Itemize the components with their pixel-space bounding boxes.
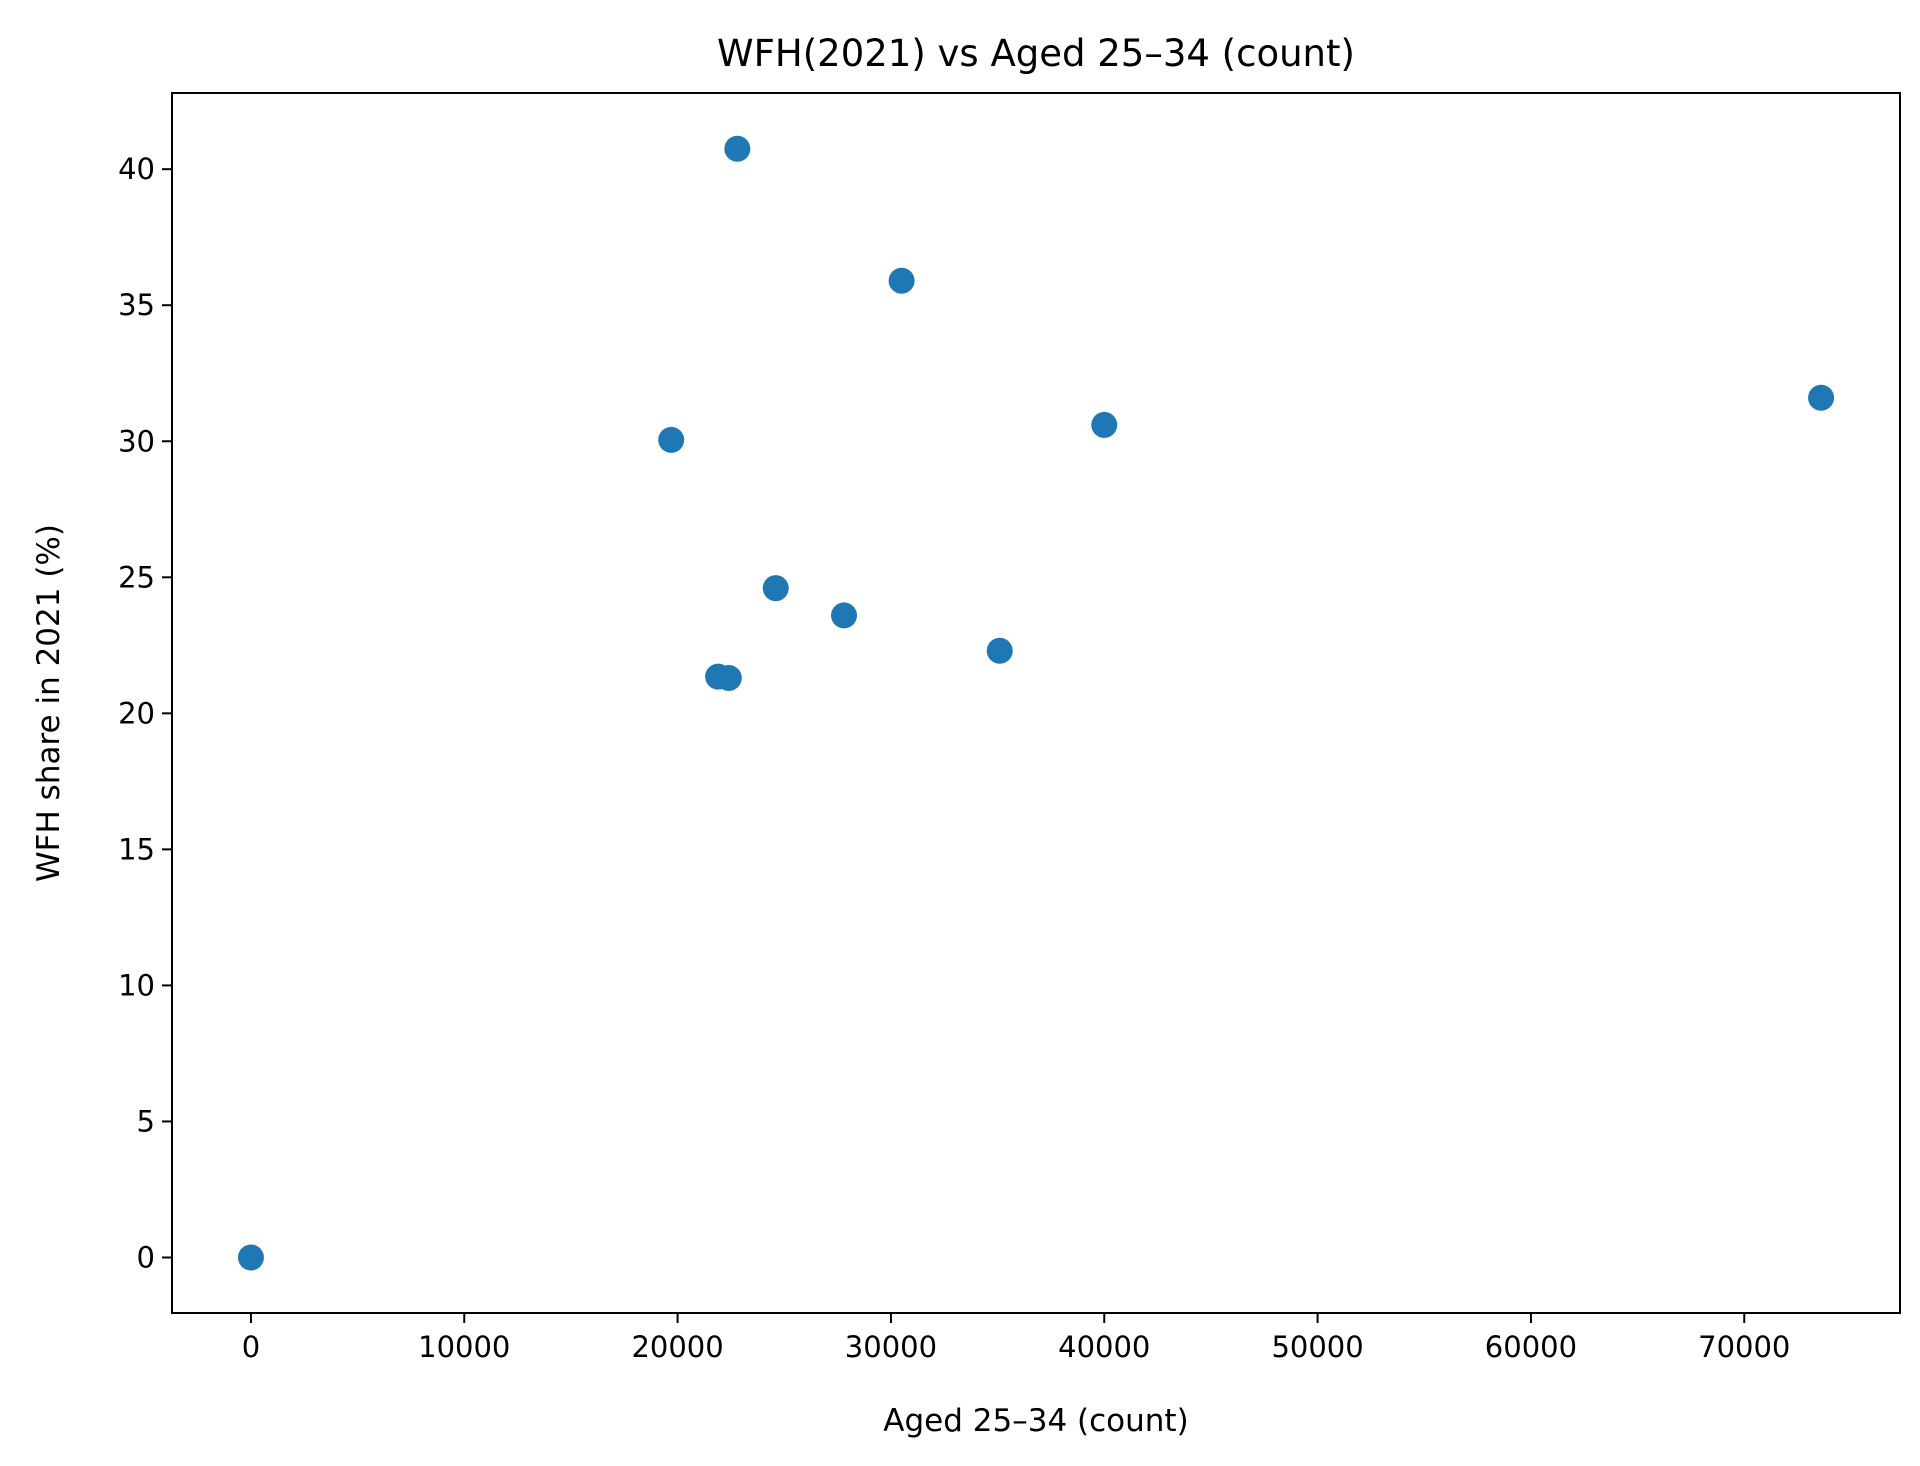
x-tick-label: 40000 bbox=[1058, 1330, 1150, 1364]
scatter-point bbox=[715, 664, 742, 691]
y-tick-label: 20 bbox=[118, 696, 155, 730]
x-tick-label: 0 bbox=[242, 1330, 260, 1364]
scatter-point bbox=[831, 602, 857, 629]
scatter-point bbox=[762, 575, 789, 602]
y-tick-label: 35 bbox=[118, 288, 155, 322]
y-tick-label: 30 bbox=[118, 424, 155, 458]
scatter-point bbox=[986, 637, 1013, 664]
scatter-point bbox=[658, 426, 685, 453]
x-tick-label: 50000 bbox=[1271, 1330, 1363, 1364]
chart-title: WFH(2021) vs Aged 25–34 (count) bbox=[717, 32, 1355, 75]
x-axis-label: Aged 25–34 (count) bbox=[883, 1403, 1188, 1439]
scatter-point bbox=[1808, 384, 1835, 411]
x-tick-label: 30000 bbox=[845, 1330, 937, 1364]
x-tick-label: 60000 bbox=[1485, 1330, 1577, 1364]
data-points bbox=[237, 135, 1835, 1271]
y-tick-label: 0 bbox=[137, 1240, 155, 1274]
scatter-point bbox=[888, 267, 915, 294]
y-axis: 0 5 10 15 20 25 30 35 40 bbox=[118, 152, 172, 1274]
scatter-point bbox=[1091, 411, 1118, 438]
scatter-point bbox=[237, 1244, 264, 1271]
y-tick-label: 10 bbox=[118, 968, 155, 1002]
plot-area bbox=[171, 92, 1901, 1314]
y-tick-label: 40 bbox=[118, 152, 155, 186]
y-tick-label: 5 bbox=[137, 1104, 155, 1138]
x-axis: 0 10000 20000 30000 40000 50000 60000 70000 bbox=[242, 1313, 1790, 1364]
x-tick-label: 10000 bbox=[418, 1330, 510, 1364]
scatter-point bbox=[724, 135, 751, 162]
x-tick-label: 70000 bbox=[1698, 1330, 1790, 1364]
x-tick-label: 20000 bbox=[631, 1330, 723, 1364]
y-tick-label: 15 bbox=[118, 832, 155, 866]
y-axis-label: WFH share in 2021 (%) bbox=[31, 524, 67, 882]
y-tick-label: 25 bbox=[118, 560, 155, 594]
